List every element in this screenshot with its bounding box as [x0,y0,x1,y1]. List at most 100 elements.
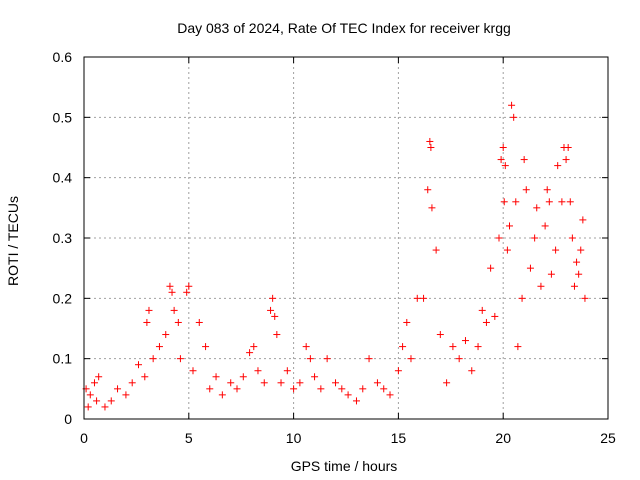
data-point [394,367,402,375]
data-point [537,282,545,290]
data-point [568,234,576,242]
data-point [233,385,241,393]
data-point [227,379,235,387]
data-point [428,204,436,212]
data-point [482,318,490,326]
data-point [93,397,101,405]
data-point [491,312,499,320]
data-point [302,343,310,351]
y-tick-labels: 0 0.1 0.2 0.3 0.4 0.5 0.6 [53,49,73,427]
data-point [455,355,463,363]
data-point [134,361,142,369]
data-point [212,373,220,381]
data-point [508,101,516,109]
data-point [386,391,394,399]
axis-ticks [83,56,609,420]
data-point [474,343,482,351]
data-point [239,373,247,381]
data-point [487,264,495,272]
y-tick-label: 0 [64,411,72,427]
data-point [145,306,153,314]
data-point [86,391,94,399]
data-point [541,222,549,230]
data-point [95,373,103,381]
data-point [526,264,534,272]
data-point [365,355,373,363]
data-point [403,318,411,326]
data-point [554,162,562,170]
data-point [338,385,346,393]
x-tick-label: 10 [286,430,302,446]
data-point [143,318,151,326]
data-point [359,385,367,393]
data-point [427,144,435,151]
data-point [505,222,513,230]
data-point [373,379,381,387]
data-point [577,246,585,254]
data-point [566,198,574,206]
data-point [581,294,589,302]
data-point [461,337,469,345]
data-point [380,385,388,393]
x-tick-label: 20 [495,430,511,446]
data-point [323,355,331,363]
data-point [183,288,191,296]
data-point [564,144,572,151]
data-point [518,294,526,302]
data-point [195,318,203,326]
data-point [420,294,428,302]
data-point [149,355,157,363]
data-point [174,318,182,326]
data-point [141,373,149,381]
y-tick-label: 0.2 [53,290,73,306]
data-point [468,367,476,375]
data-point [246,349,254,357]
data-point [575,270,583,278]
data-point [407,355,415,363]
y-tick-label: 0.5 [53,109,73,125]
data-point [185,282,193,290]
data-point [162,331,170,339]
chart-title: Day 083 of 2024, Rate Of TEC Index for r… [177,20,511,36]
data-point [311,373,319,381]
data-point [332,379,340,387]
data-point [260,379,268,387]
data-point [573,258,581,266]
data-point [514,343,522,351]
data-point [267,306,275,314]
data-point [189,367,197,375]
data-point [254,367,262,375]
data-point [558,198,566,206]
x-tick-label: 0 [80,430,88,446]
data-point [166,282,174,290]
x-tick-label: 15 [391,430,407,446]
data-point [296,379,304,387]
data-point [90,379,98,387]
data-point [206,385,214,393]
data-point [499,144,507,151]
data-point [399,343,407,351]
data-point [503,246,511,254]
data-point [562,156,570,164]
data-point [101,403,109,411]
y-tick-label: 0.6 [53,49,73,65]
data-point [306,355,314,363]
x-tick-label: 25 [600,430,616,446]
data-point [495,234,503,242]
data-point [317,385,325,393]
data-point [545,198,553,206]
data-point [122,391,130,399]
y-axis-label: ROTI / TECUs [5,196,21,286]
data-point [424,186,432,194]
grid-lines [84,57,608,419]
data-point [413,294,421,302]
data-point [570,282,578,290]
data-point [218,391,226,399]
data-point [520,156,528,164]
data-point [512,198,520,206]
x-tick-labels: 0 5 10 15 20 25 [80,430,616,446]
data-point [202,343,210,351]
y-tick-label: 0.4 [53,170,73,186]
data-point [176,355,184,363]
data-point [283,367,291,375]
